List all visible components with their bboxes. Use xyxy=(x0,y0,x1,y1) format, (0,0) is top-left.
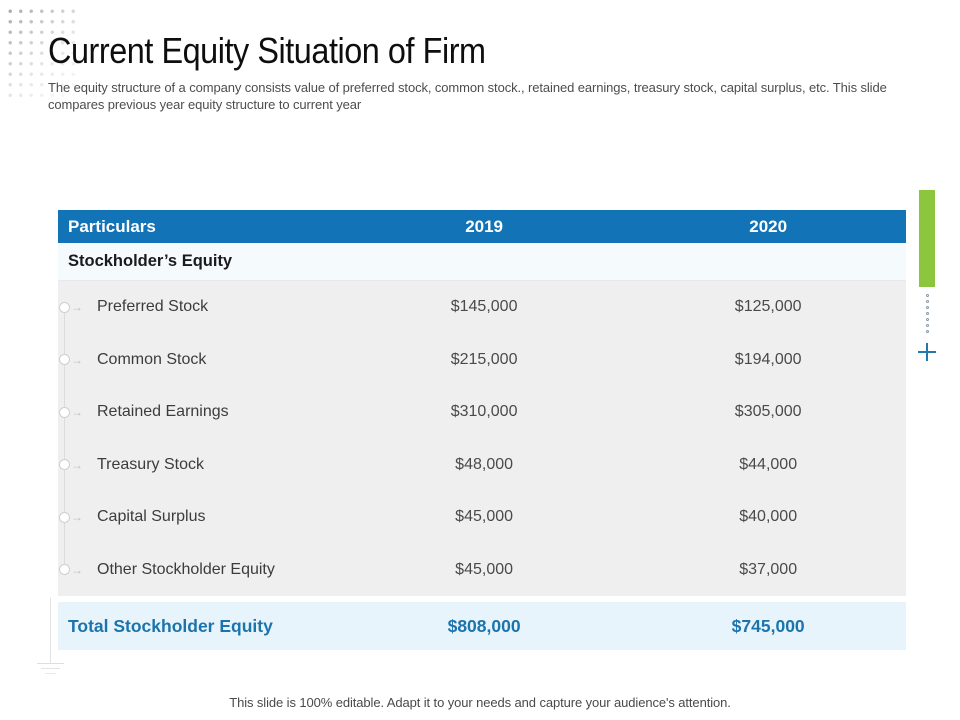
plus-vertical-stroke xyxy=(926,343,928,361)
row-value-2019: $48,000 xyxy=(455,455,514,473)
row-value-2020: $305,000 xyxy=(734,403,802,421)
connector-line xyxy=(64,303,65,572)
row-label: Capital Surplus xyxy=(97,508,206,526)
dot-icon xyxy=(925,330,929,333)
row-value-2019: $310,000 xyxy=(450,403,518,421)
dot-grid-decoration xyxy=(5,6,81,100)
arrow-right-icon: → xyxy=(71,510,83,525)
total-value-2020: $745,000 xyxy=(731,615,805,636)
row-label: Treasury Stock xyxy=(97,455,204,473)
subtitle: The equity structure of a company consis… xyxy=(48,80,887,112)
row-value-2020: $44,000 xyxy=(739,455,798,473)
col-header-particulars: Particulars xyxy=(68,216,156,236)
plus-icon xyxy=(918,343,936,361)
green-accent-bar xyxy=(919,190,935,287)
table-row: → Other Stockholder Equity $45,000 $37,0… xyxy=(58,544,906,597)
arrow-right-icon: → xyxy=(71,300,83,315)
row-value-2019: $145,000 xyxy=(450,298,518,316)
circle-icon xyxy=(59,564,70,576)
row-label: Common Stock xyxy=(97,350,207,368)
page-title: Current Equity Situation of Firm xyxy=(48,30,486,71)
total-row: Total Stockholder Equity $808,000 $745,0… xyxy=(58,602,906,650)
row-label: Retained Earnings xyxy=(97,403,229,421)
row-marker: → xyxy=(59,511,83,523)
row-value-2020: $40,000 xyxy=(739,508,798,526)
row-marker: → xyxy=(59,301,83,313)
stand-base-line xyxy=(37,663,64,664)
row-value-2020: $194,000 xyxy=(734,350,802,368)
section-label: Stockholder’s Equity xyxy=(68,252,233,270)
dot-icon xyxy=(925,318,929,321)
row-marker: → xyxy=(59,459,83,471)
row-marker: → xyxy=(59,354,83,366)
circle-icon xyxy=(59,406,70,418)
circle-icon xyxy=(59,301,70,313)
circle-icon xyxy=(59,459,70,471)
table-row: → Treasury Stock $48,000 $44,000 xyxy=(58,439,906,492)
table-row: → Common Stock $215,000 $194,000 xyxy=(58,334,906,387)
col-header-2020: 2020 xyxy=(749,216,788,236)
dot-icon xyxy=(925,300,929,303)
section-header-row: Stockholder’s Equity xyxy=(58,243,906,281)
table-body: → Preferred Stock $145,000 $125,000 → Co… xyxy=(58,281,906,596)
row-label: Other Stockholder Equity xyxy=(97,560,275,578)
dot-icon xyxy=(925,324,929,327)
row-value-2019: $45,000 xyxy=(455,560,514,578)
stand-base-line xyxy=(41,668,60,669)
col-header-2019: 2019 xyxy=(465,216,504,236)
row-value-2019: $215,000 xyxy=(450,350,518,368)
table-row: → Retained Earnings $310,000 $305,000 xyxy=(58,386,906,439)
total-label: Total Stockholder Equity xyxy=(68,615,273,636)
stand-pole xyxy=(50,598,51,663)
circle-icon xyxy=(59,354,70,366)
stand-base-line xyxy=(45,673,56,674)
arrow-right-icon: → xyxy=(71,562,83,577)
row-marker: → xyxy=(59,564,83,576)
table-header-row: Particulars 2019 2020 xyxy=(58,210,906,243)
table-gap xyxy=(58,596,906,602)
dotted-line-decoration xyxy=(921,294,933,333)
stand-decoration xyxy=(36,598,66,678)
row-value-2020: $37,000 xyxy=(739,560,798,578)
table-row: → Capital Surplus $45,000 $40,000 xyxy=(58,491,906,544)
row-value-2020: $125,000 xyxy=(734,298,802,316)
arrow-right-icon: → xyxy=(71,352,83,367)
equity-table: Particulars 2019 2020 Stockholder’s Equi… xyxy=(58,210,906,650)
arrow-right-icon: → xyxy=(71,457,83,472)
dot-icon xyxy=(925,306,929,309)
arrow-right-icon: → xyxy=(71,405,83,420)
row-value-2019: $45,000 xyxy=(455,508,514,526)
dot-icon xyxy=(925,294,929,297)
row-label: Preferred Stock xyxy=(97,298,209,316)
circle-icon xyxy=(59,511,70,523)
dot-icon xyxy=(925,312,929,315)
total-value-2019: $808,000 xyxy=(447,615,521,636)
row-marker: → xyxy=(59,406,83,418)
table-row: → Preferred Stock $145,000 $125,000 xyxy=(58,281,906,334)
footer-note: This slide is 100% editable. Adapt it to… xyxy=(229,695,731,710)
